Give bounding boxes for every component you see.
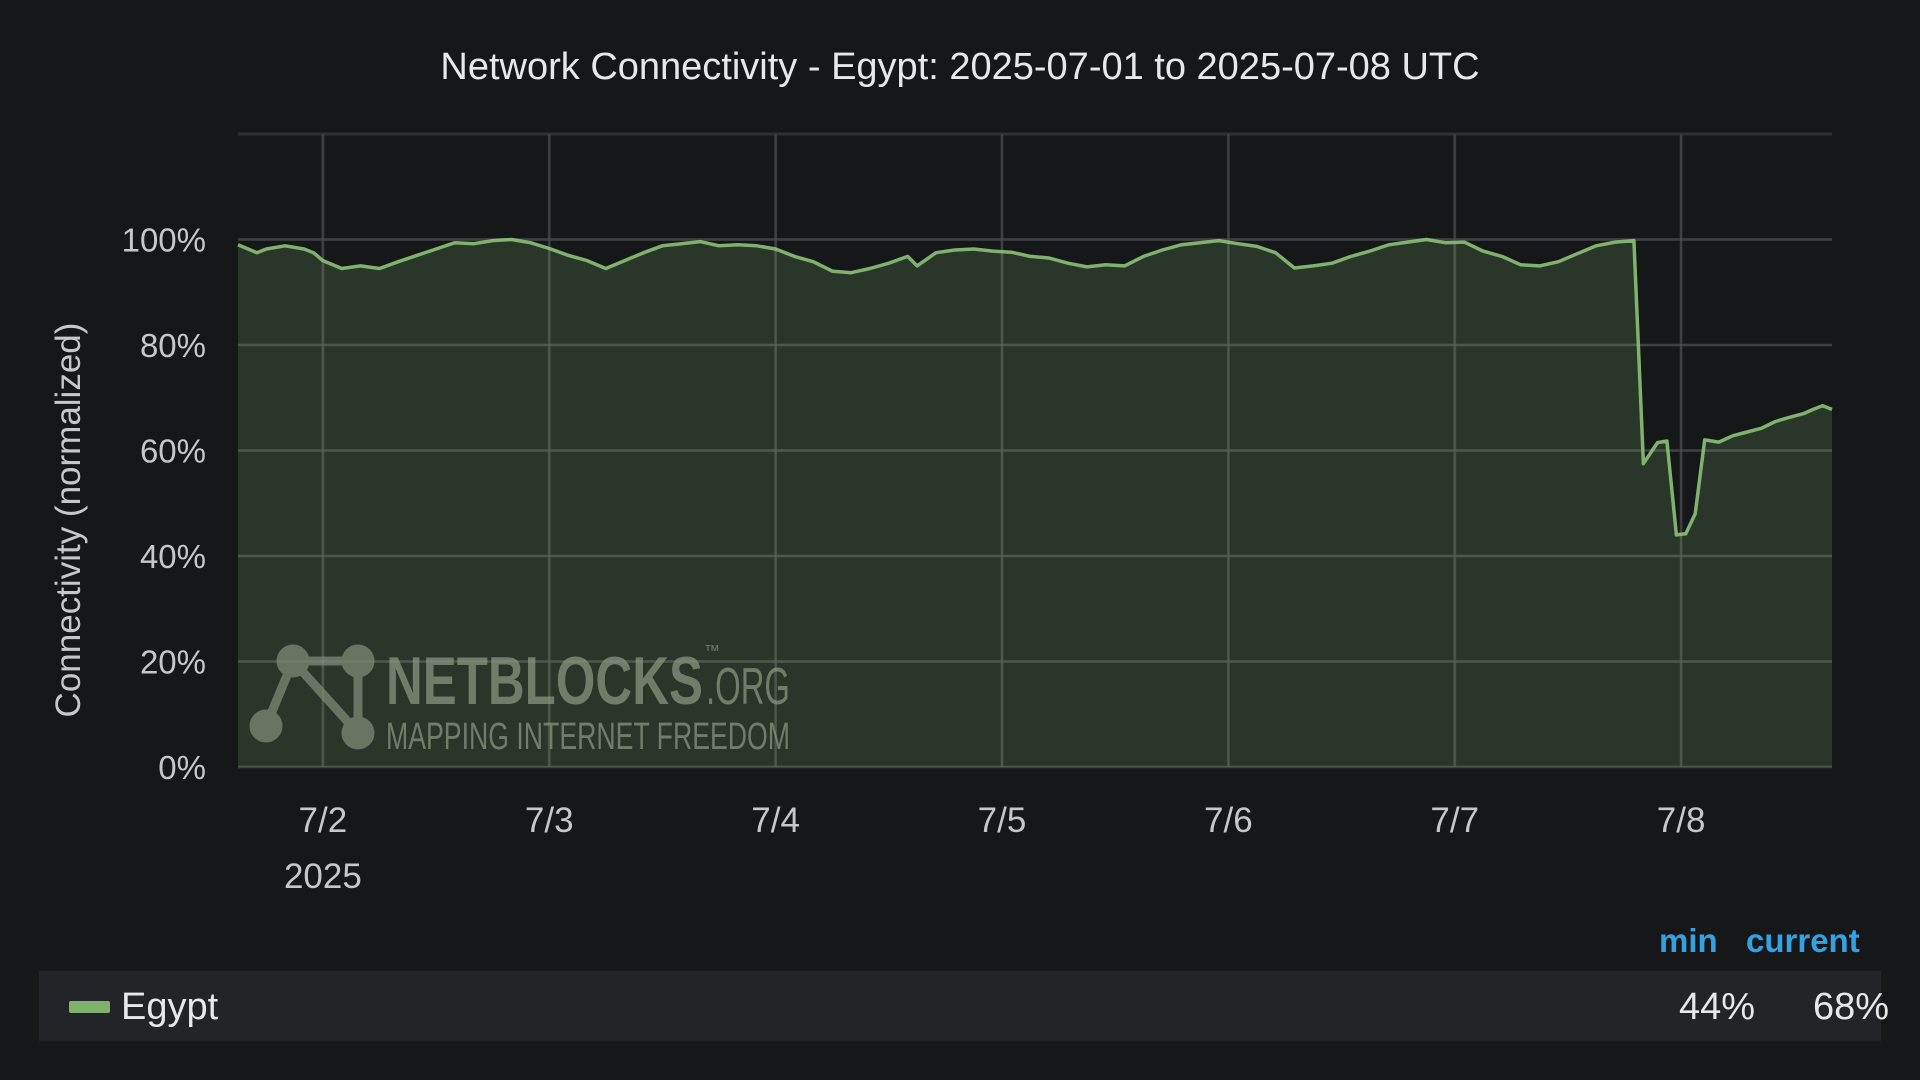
chart-title: Network Connectivity - Egypt: 2025-07-01… [440, 46, 1480, 88]
grid [238, 132, 1832, 769]
watermark-tm: ™ [704, 643, 720, 660]
watermark-brand: NETBLOCKS [386, 643, 703, 719]
legend-header-min[interactable]: min [1659, 922, 1718, 959]
legend-header-current[interactable]: current [1746, 922, 1860, 959]
y-axis: 0% 20% 40% 60% 80% 100% [122, 222, 206, 787]
x-year-label: 2025 [284, 857, 362, 896]
x-tick-label: 7/4 [751, 801, 800, 840]
x-tick-label: 7/3 [525, 801, 574, 840]
netblocks-watermark: NETBLOCKS ™ .ORG MAPPING INTERNET FREEDO… [249, 643, 790, 758]
legend-series-name[interactable]: Egypt [121, 986, 219, 1028]
x-tick-label: 7/7 [1430, 801, 1479, 840]
legend-row-egypt[interactable]: Egypt 44% 68% [39, 971, 1889, 1041]
series-area [238, 239, 1832, 767]
x-tick-label: 7/8 [1657, 801, 1706, 840]
x-tick-label: 7/5 [978, 801, 1027, 840]
y-tick-label: 80% [140, 327, 206, 364]
series-line [237, 237, 1833, 537]
y-axis-label: Connectivity (normalized) [49, 323, 88, 718]
series-egypt [237, 134, 1833, 768]
y-tick-label: 100% [122, 222, 206, 259]
y-tick-label: 0% [158, 749, 206, 786]
x-axis: 7/2 7/3 7/4 7/5 7/6 7/7 7/8 2025 [284, 801, 1705, 896]
legend-color-swatch[interactable] [69, 1001, 110, 1013]
netblocks-logo-icon [249, 644, 375, 750]
legend-current-value: 68% [1812, 986, 1889, 1028]
legend-min-value: 44% [1678, 986, 1755, 1028]
watermark-suffix: .ORG [706, 658, 790, 716]
watermark-tagline: MAPPING INTERNET FREEDOM [386, 716, 790, 758]
y-tick-label: 20% [140, 644, 206, 681]
y-tick-label: 60% [140, 433, 206, 470]
y-tick-label: 40% [140, 538, 206, 575]
x-tick-label: 7/6 [1204, 801, 1253, 840]
x-tick-label: 7/2 [299, 801, 348, 840]
